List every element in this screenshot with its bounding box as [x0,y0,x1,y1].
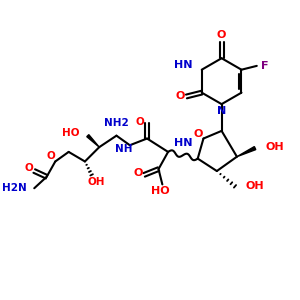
Text: OH: OH [266,142,284,152]
Polygon shape [87,135,99,147]
Text: N: N [217,106,226,116]
Text: NH2: NH2 [104,118,129,128]
Text: O: O [194,129,203,139]
Text: HO: HO [151,186,170,196]
Text: HO: HO [62,128,79,138]
Text: O: O [46,151,55,161]
Text: OH: OH [88,176,105,187]
Text: O: O [217,30,226,40]
Text: O: O [134,168,143,178]
Polygon shape [237,147,256,157]
Text: NH: NH [116,144,133,154]
Text: H2N: H2N [2,183,27,193]
Text: O: O [175,92,184,101]
Text: HN: HN [174,138,193,148]
Text: O: O [24,163,33,173]
Text: HN: HN [174,60,192,70]
Text: O: O [135,117,144,127]
Text: OH: OH [245,181,264,191]
Text: F: F [261,61,268,71]
